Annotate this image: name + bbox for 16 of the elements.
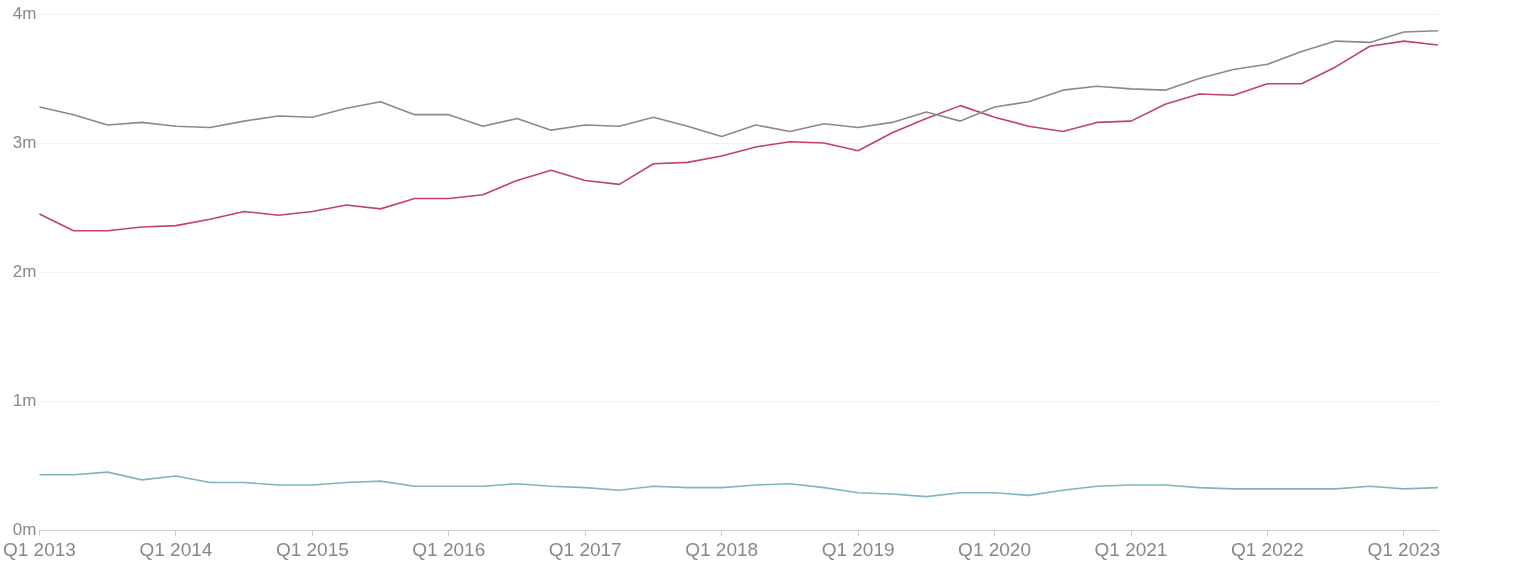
x-tick-label: Q1 2023	[1367, 538, 1441, 560]
x-tick-label: Q1 2015	[275, 538, 349, 560]
y-tick-label: 0m	[12, 519, 37, 539]
x-tick-label: Q1 2014	[139, 538, 213, 560]
x-tick-label: Q1 2017	[548, 538, 622, 560]
x-tick-label: Q1 2019	[821, 538, 895, 560]
x-tick-label: Q1 2013	[2, 538, 76, 560]
y-tick-label: 3m	[12, 132, 37, 152]
y-tick-label: 2m	[12, 261, 37, 281]
y-tick-label: 1m	[12, 390, 37, 410]
x-tick-label: Q1 2021	[1094, 538, 1168, 560]
x-tick-label: Q1 2022	[1230, 538, 1304, 560]
x-tick-label: Q1 2018	[685, 538, 759, 560]
x-tick-label: Q1 2020	[958, 538, 1032, 560]
x-tick-label: Q1 2016	[412, 538, 486, 560]
y-tick-label: 4m	[12, 3, 37, 23]
